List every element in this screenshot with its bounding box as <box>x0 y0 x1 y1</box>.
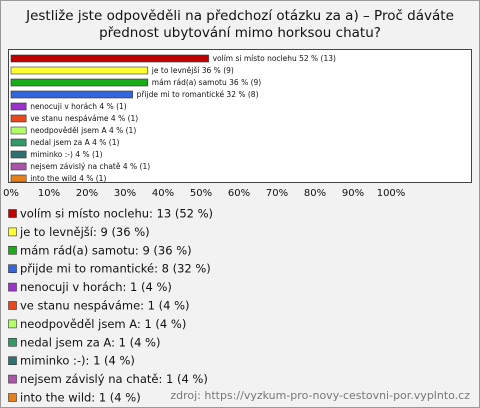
x-tick-label: 0% <box>3 188 19 199</box>
legend-label: nenocuji v horách: 1 (4 %) <box>20 280 172 294</box>
legend-swatch <box>8 393 17 402</box>
bar <box>10 162 27 171</box>
x-tick-label: 40% <box>152 188 174 199</box>
legend-label: nedal jsem za A: 1 (4 %) <box>20 335 160 349</box>
legend-swatch <box>8 246 17 255</box>
bar-label: mám rád(a) samotu 36 % (9) <box>152 78 261 87</box>
legend-label: miminko :-): 1 (4 %) <box>20 354 135 368</box>
bar-label: into the wild 4 % (1) <box>30 174 106 183</box>
bar-label: nejsem závislý na chatě 4 % (1) <box>30 162 150 171</box>
legend-label: into the wild: 1 (4 %) <box>20 391 141 405</box>
bar <box>10 138 27 147</box>
x-tick-label: 80% <box>304 188 326 199</box>
bar <box>10 90 133 99</box>
bar <box>10 126 27 135</box>
legend-swatch <box>8 227 17 237</box>
legend-swatch <box>8 209 17 218</box>
x-tick-label: 10% <box>38 188 60 199</box>
legend-label: je to levnější: 9 (36 %) <box>19 225 150 239</box>
x-tick-label: 60% <box>228 188 250 199</box>
bar-label: miminko :-) 4 % (1) <box>30 150 102 159</box>
x-tick-label: 20% <box>76 188 98 199</box>
legend-label: mám rád(a) samotu: 9 (36 %) <box>20 243 192 257</box>
legend-swatch <box>8 356 17 366</box>
x-tick-label: 100% <box>377 188 406 199</box>
bar-label: neodpověděl jsem A 4 % (1) <box>30 126 136 135</box>
legend-swatch <box>8 301 17 310</box>
legend-label: přijde mi to romantické: 8 (32 %) <box>20 262 211 276</box>
bar <box>10 78 149 87</box>
bar-label: nedal jsem za A 4 % (1) <box>30 138 119 147</box>
x-tick-label: 50% <box>190 188 212 199</box>
legend-swatch <box>8 337 17 347</box>
legend-label: neodpověděl jsem A: 1 (4 %) <box>20 317 186 331</box>
x-tick-label: 90% <box>342 188 364 199</box>
bar-label: volím si místo noclehu 52 % (13) <box>213 54 336 63</box>
legend-label: volím si místo noclehu: 13 (52 %) <box>20 207 213 221</box>
legend-swatch <box>8 374 17 384</box>
x-tick-label: 70% <box>266 188 288 199</box>
bar <box>10 102 27 111</box>
bar-label: přijde mi to romantické 32 % (8) <box>137 90 259 99</box>
bar <box>10 54 209 63</box>
bar-label: nenocuji v horách 4 % (1) <box>30 102 127 111</box>
bar <box>10 174 27 183</box>
x-tick-label: 30% <box>114 188 136 199</box>
legend-swatch <box>8 319 17 329</box>
source: zdroj: https://vyzkum-pro-novy-cestovni-… <box>170 389 470 402</box>
bar <box>10 114 27 123</box>
bar-label: ve stanu nespáváme 4 % (1) <box>30 114 138 123</box>
legend-swatch <box>8 282 17 292</box>
bar-label: je to levnější 36 % (9) <box>151 66 234 75</box>
legend-label: nejsem závislý na chatě: 1 (4 %) <box>20 372 208 386</box>
chart-title: Jestliže jste odpověděli na předchozí ot… <box>25 8 454 41</box>
bar <box>10 66 149 75</box>
legend-label: ve stanu nespáváme: 1 (4 %) <box>20 299 190 313</box>
legend-swatch <box>8 264 17 274</box>
bar <box>10 150 27 159</box>
